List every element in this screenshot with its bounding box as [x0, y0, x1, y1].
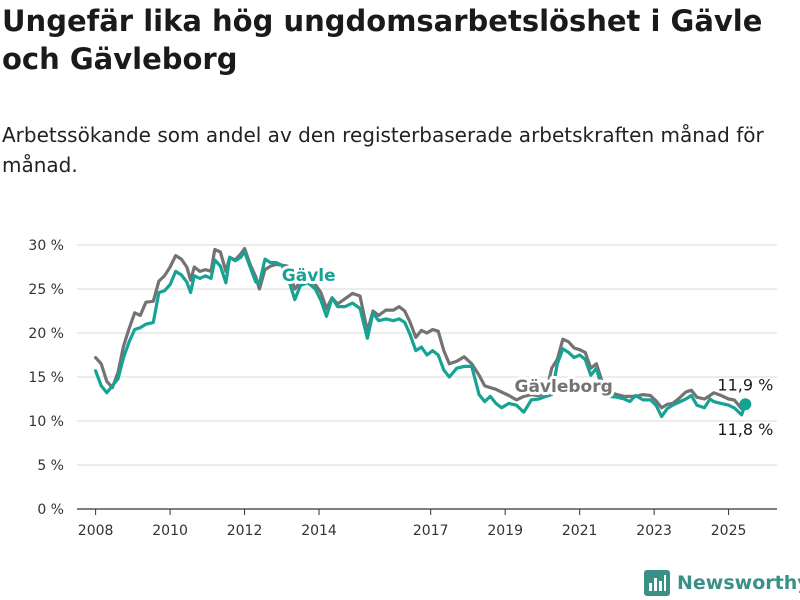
annotation-halo: Gävle [282, 266, 336, 286]
y-tick-label: 15 % [28, 370, 64, 386]
y-tick-label: 20 % [28, 326, 64, 342]
grid-lines [77, 244, 777, 510]
series-lines [94, 246, 752, 419]
x-tick-label: 2014 [301, 523, 337, 539]
end-value-label: 11,9 % [717, 375, 773, 394]
x-tick-label: 2010 [152, 523, 188, 539]
brand-name: Newsworthy [677, 572, 800, 594]
bar-chart-logo-icon [644, 570, 670, 596]
x-tick-label: 2023 [636, 523, 672, 539]
brand-logo: Newsworthy [644, 568, 800, 598]
x-tick-label: 2008 [78, 523, 114, 539]
y-tick-label: 25 % [28, 282, 64, 298]
series-label: Gävleborg [515, 377, 613, 397]
y-tick-label: 30 % [28, 238, 64, 254]
chart-title: Ungefär lika hög ungdomsarbetslöshet i G… [2, 4, 763, 76]
x-tick-label: 2019 [487, 523, 523, 539]
x-tick-label: 2021 [562, 523, 598, 539]
y-tick-label: 0 % [37, 502, 64, 518]
chart-subtitle: Arbetssökande som andel av den registerb… [2, 123, 764, 177]
x-tick-label: 2025 [711, 523, 747, 539]
x-tick-label: 2017 [413, 523, 449, 539]
annotation-halo: Gävleborg [515, 377, 613, 397]
series-line-g-vleborg [94, 246, 747, 411]
x-axis: 2008 2010 2012 2014 2017 2019 2021 2023 2025 [78, 509, 747, 539]
y-tick-label: 10 % [28, 414, 64, 430]
y-tick-label: 5 % [37, 458, 64, 474]
x-tick-label: 2012 [227, 523, 263, 539]
series-line-g-vle [94, 250, 747, 419]
end-value-label: 11,8 % [717, 420, 773, 439]
series-label: Gävle [282, 266, 336, 286]
end-point-marker [739, 398, 752, 411]
y-axis-labels: 0 % 5 % 10 % 15 % 20 % 25 % 30 % [28, 238, 64, 518]
line-chart: 0 %5 %10 %15 %20 %25 %30 % 2008 2010 2012 2… [28, 238, 777, 539]
